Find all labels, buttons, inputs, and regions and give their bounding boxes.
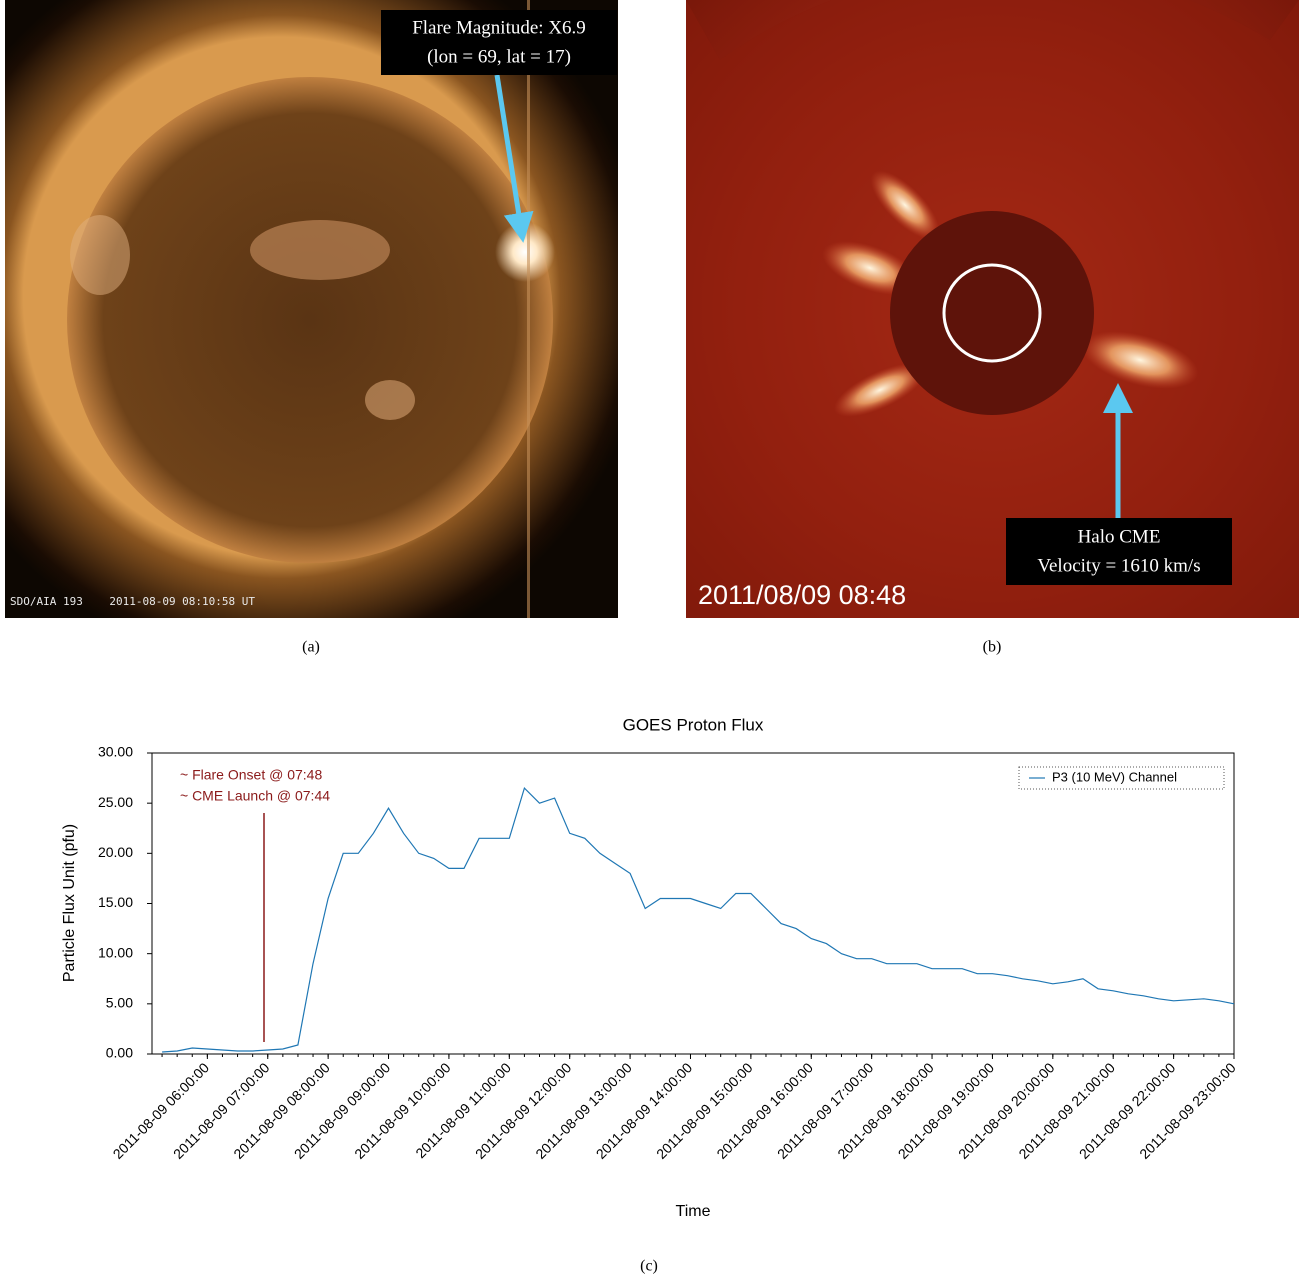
cme-front <box>1081 331 1199 389</box>
x-axis-label: Time <box>676 1203 711 1220</box>
annotation: ~ CME Launch @ 07:44 <box>180 788 330 804</box>
y-axis-label: Particle Flux Unit (pfu) <box>61 824 78 982</box>
y-tick-label: 10.00 <box>98 944 133 960</box>
y-tick-label: 20.00 <box>98 844 133 860</box>
y-tick-label: 25.00 <box>98 794 133 810</box>
chart-title: GOES Proton Flux <box>623 715 764 734</box>
chart: GOES Proton Flux Time Particle Flux Unit… <box>61 715 1239 1274</box>
annotation-box <box>381 10 617 75</box>
saturation-streak <box>527 0 530 618</box>
panel-a: Flare Magnitude: X6.9 (lon = 69, lat = 1… <box>5 0 618 656</box>
solar-limb <box>942 263 1042 363</box>
annotation-text: Halo CME <box>1078 526 1161 547</box>
limb-brightening <box>70 215 130 295</box>
annotation-text: (lon = 69, lat = 17) <box>427 46 571 67</box>
x-tick-label: 2011-08-09 06:00:00 <box>110 1059 213 1162</box>
annotation-text: Flare Magnitude: X6.9 <box>412 17 586 38</box>
legend-box <box>1018 766 1225 790</box>
arrow <box>494 74 534 243</box>
annotation-text: Velocity = 1610 km/s <box>1037 555 1200 576</box>
y-tick-label: 0.00 <box>106 1045 133 1061</box>
cme-front <box>870 170 940 240</box>
annotation: ~ Flare Onset @ 07:48 <box>180 767 322 783</box>
y-tick-label: 15.00 <box>98 894 133 910</box>
caption: (a) <box>302 639 320 656</box>
sun-disc <box>67 77 553 563</box>
y-tick-label: 30.00 <box>98 744 133 760</box>
image-stamp: 2011/08/09 08:48 <box>698 580 906 610</box>
active-region <box>250 220 390 280</box>
panel-b: Halo CME Velocity = 1610 km/s 2011/08/09… <box>686 0 1299 656</box>
caption: (c) <box>640 1258 658 1275</box>
occulter <box>890 211 1094 415</box>
y-tick-label: 5.00 <box>106 995 133 1011</box>
data-line <box>162 786 1235 1053</box>
active-region <box>365 380 415 420</box>
image-stamp: SDO/AIA 193 2011-08-09 08:10:58 UT <box>10 595 255 608</box>
legend-label: P3 (10 MeV) Channel <box>1052 769 1177 784</box>
cme-front <box>822 241 918 295</box>
flare <box>495 222 555 282</box>
annotation-box <box>1006 518 1232 585</box>
cme-front <box>834 363 926 417</box>
caption: (b) <box>983 639 1002 656</box>
